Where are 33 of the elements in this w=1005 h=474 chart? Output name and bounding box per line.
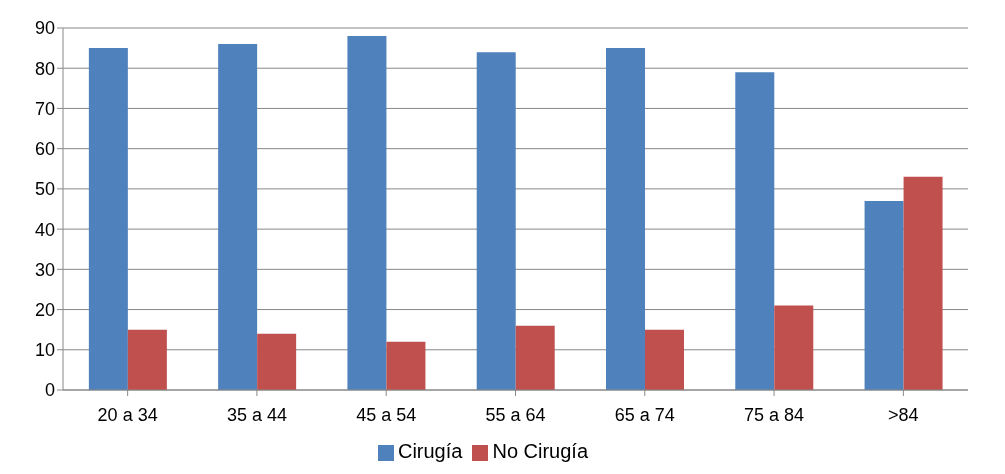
bar [88,48,128,390]
bar [257,333,297,390]
x-tick-label: 35 a 44 [226,404,287,425]
y-tick-label: 80 [34,58,55,79]
x-tick-label: 45 a 54 [356,404,417,425]
x-tick-label: 20 a 34 [97,404,158,425]
bar [476,52,516,390]
y-tick-label: 30 [34,259,55,280]
bar [386,341,426,390]
y-tick-label: 10 [34,340,55,361]
y-tick-label: 40 [34,219,55,240]
bar [735,72,775,390]
bar [127,329,167,390]
y-tick-label: 50 [34,179,55,200]
y-tick-label: 0 [44,380,55,401]
x-tick-label: >84 [888,404,919,425]
y-tick-label: 70 [34,98,55,119]
bar [606,48,645,390]
y-tick-label: 60 [34,139,55,160]
bar [903,176,943,390]
bar [515,325,555,390]
legend-label: Cirugía [397,440,463,462]
bar [864,200,904,390]
legend-label: No Cirugía [492,440,589,462]
y-tick-label: 90 [34,18,55,39]
bar [774,305,814,390]
x-tick-label: 65 a 74 [614,404,675,425]
x-tick-label: 75 a 84 [744,404,805,425]
y-tick-label: 20 [34,299,55,320]
x-tick-label: 55 a 64 [485,404,546,425]
bar [645,329,684,390]
bar [218,44,258,390]
bar [347,36,387,390]
